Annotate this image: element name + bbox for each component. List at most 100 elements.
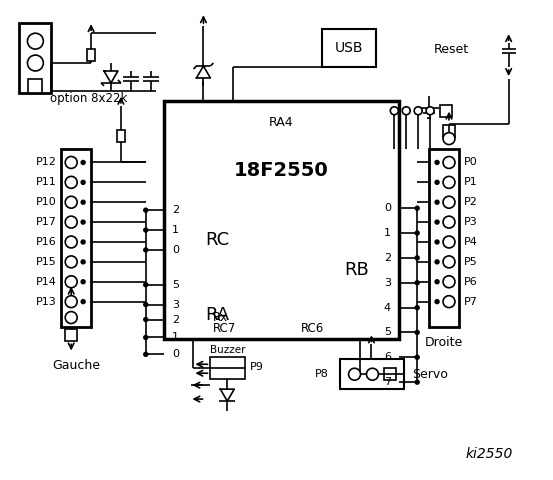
Text: RC7: RC7 (213, 322, 237, 335)
Text: 2: 2 (172, 205, 179, 215)
Text: Droite: Droite (425, 336, 463, 349)
Circle shape (415, 231, 419, 235)
Text: RC6: RC6 (301, 322, 324, 335)
Text: P3: P3 (464, 217, 478, 227)
Circle shape (144, 302, 148, 307)
Text: P9: P9 (250, 362, 264, 372)
Circle shape (81, 260, 85, 264)
Bar (19, 23, 51, 93)
Text: ki2550: ki2550 (465, 447, 513, 461)
Circle shape (144, 318, 148, 322)
Text: Rx: Rx (213, 311, 228, 324)
Circle shape (426, 107, 434, 115)
Text: 5: 5 (384, 327, 391, 337)
Circle shape (81, 180, 85, 184)
Text: 6: 6 (384, 352, 391, 362)
Circle shape (81, 200, 85, 204)
Text: P17: P17 (35, 217, 56, 227)
Text: Buzzer: Buzzer (210, 345, 246, 355)
Bar (210, 357, 245, 379)
Text: Servo: Servo (412, 368, 448, 381)
Bar (443, 125, 455, 137)
Circle shape (144, 208, 148, 212)
Bar (429, 148, 459, 327)
Circle shape (443, 236, 455, 248)
Circle shape (65, 216, 77, 228)
Text: Gauche: Gauche (52, 359, 100, 372)
Circle shape (443, 132, 455, 144)
Circle shape (415, 330, 419, 335)
Bar (322, 29, 377, 67)
Text: USB: USB (335, 41, 363, 55)
Text: 1: 1 (172, 225, 179, 235)
Circle shape (28, 55, 43, 71)
Circle shape (402, 107, 410, 115)
Text: 2: 2 (172, 314, 179, 324)
Text: 3: 3 (384, 278, 391, 288)
Text: RC: RC (205, 231, 229, 249)
Circle shape (28, 33, 43, 49)
Circle shape (144, 248, 148, 252)
Circle shape (415, 281, 419, 285)
Text: RA4: RA4 (269, 116, 294, 129)
Text: 0: 0 (384, 203, 391, 213)
Text: P5: P5 (464, 257, 478, 267)
Circle shape (65, 276, 77, 288)
Bar (440, 105, 452, 117)
Circle shape (415, 256, 419, 260)
Circle shape (65, 256, 77, 268)
Text: P2: P2 (464, 197, 478, 207)
Text: 18F2550: 18F2550 (234, 161, 329, 180)
Circle shape (435, 240, 439, 244)
Text: P6: P6 (464, 277, 478, 287)
Circle shape (65, 296, 77, 308)
Circle shape (348, 368, 361, 380)
Circle shape (81, 280, 85, 284)
Text: 4: 4 (384, 302, 391, 312)
Circle shape (443, 296, 455, 308)
Circle shape (65, 176, 77, 188)
Circle shape (435, 220, 439, 224)
Circle shape (435, 160, 439, 165)
Circle shape (144, 228, 148, 232)
Text: 0: 0 (172, 245, 179, 255)
Circle shape (443, 176, 455, 188)
Text: 3: 3 (172, 300, 179, 310)
Circle shape (415, 206, 419, 210)
Circle shape (81, 300, 85, 304)
Circle shape (443, 216, 455, 228)
Text: Reset: Reset (434, 43, 469, 56)
Circle shape (414, 107, 422, 115)
Circle shape (144, 336, 148, 339)
Text: 7: 7 (384, 377, 391, 387)
Circle shape (81, 240, 85, 244)
Circle shape (415, 380, 419, 384)
Text: P14: P14 (35, 277, 56, 287)
Circle shape (435, 200, 439, 204)
Circle shape (367, 368, 378, 380)
Text: 2: 2 (384, 253, 391, 263)
Circle shape (435, 280, 439, 284)
Bar (384, 368, 397, 380)
Circle shape (65, 196, 77, 208)
Text: P7: P7 (464, 297, 478, 307)
Text: 1: 1 (172, 333, 179, 342)
Text: P1: P1 (464, 177, 478, 187)
Circle shape (390, 107, 398, 115)
Text: P10: P10 (35, 197, 56, 207)
Text: P13: P13 (35, 297, 56, 307)
Circle shape (144, 283, 148, 287)
Bar (340, 360, 404, 389)
Text: P4: P4 (464, 237, 478, 247)
Text: P11: P11 (35, 177, 56, 187)
Circle shape (435, 260, 439, 264)
Text: 0: 0 (172, 349, 179, 360)
Text: RB: RB (345, 261, 369, 279)
Circle shape (65, 236, 77, 248)
Circle shape (443, 196, 455, 208)
Text: P15: P15 (35, 257, 56, 267)
Bar (61, 148, 91, 327)
Bar (164, 101, 399, 339)
Circle shape (435, 180, 439, 184)
Bar (28, 79, 43, 93)
